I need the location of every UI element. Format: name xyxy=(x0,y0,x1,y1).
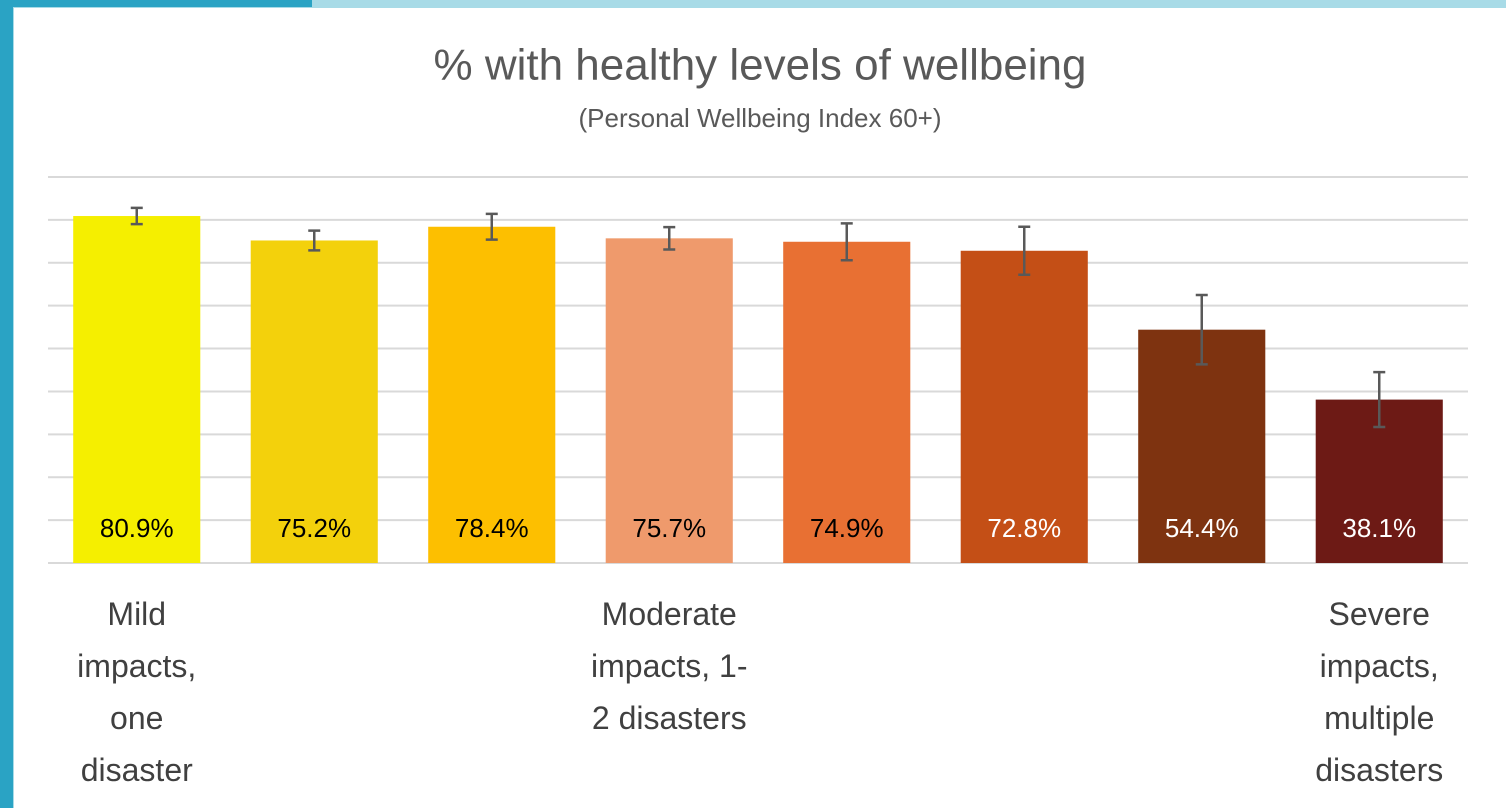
bar xyxy=(1138,329,1266,563)
error-bar xyxy=(1018,225,1031,277)
value-label: 80.9% xyxy=(100,513,174,543)
bar xyxy=(783,241,911,564)
value-label: 74.9% xyxy=(810,513,884,543)
bar xyxy=(250,240,378,563)
bar xyxy=(73,216,201,564)
value-label: 75.2% xyxy=(277,513,351,543)
bar xyxy=(960,250,1088,563)
x-tick-label: Severe impacts, multiple disasters xyxy=(1315,596,1444,788)
error-bar xyxy=(485,212,498,241)
value-label: 54.4% xyxy=(1165,513,1239,543)
error-bar xyxy=(840,222,853,262)
side-strip xyxy=(0,0,13,808)
bar xyxy=(605,238,733,563)
error-bar xyxy=(308,229,321,252)
value-label: 78.4% xyxy=(455,513,529,543)
top-strip xyxy=(0,0,312,7)
value-label: 75.7% xyxy=(632,513,706,543)
error-bar xyxy=(1195,293,1208,366)
error-bar xyxy=(130,206,143,226)
x-tick-label: Moderate impacts, 1-2 disasters xyxy=(591,596,748,736)
bar xyxy=(428,226,556,564)
value-label: 38.1% xyxy=(1342,513,1416,543)
x-tick-label: Mild impacts, one disaster xyxy=(77,596,197,788)
value-label: 72.8% xyxy=(987,513,1061,543)
error-bar xyxy=(1373,370,1386,429)
chart-subtitle: (Personal Wellbeing Index 60+) xyxy=(578,103,941,133)
error-bar xyxy=(663,225,676,251)
chart-title: % with healthy levels of wellbeing xyxy=(433,41,1086,90)
